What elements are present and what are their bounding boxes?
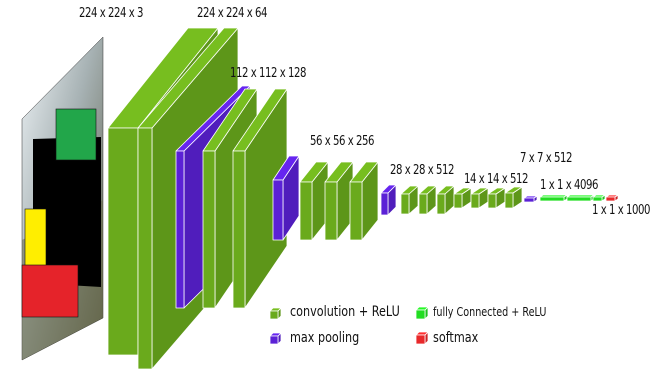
label-conv4-dims: 28 x 28 x 512 [390, 163, 454, 178]
pool5-block-front [523, 197, 535, 203]
conv5-2-block-front [470, 193, 480, 209]
label-conv1-dims: 224 x 224 x 64 [197, 6, 267, 21]
pool2-block-front [272, 179, 284, 241]
conv2-1-block-front [202, 150, 216, 309]
pool1-block-front [175, 150, 185, 309]
conv4-3-block-front [436, 193, 446, 215]
label-conv2-dims: 112 x 112 x 128 [230, 66, 306, 81]
legend-softmax-label: softmax [433, 330, 479, 346]
legend-fc-cube [415, 306, 429, 320]
fc1-block-front [539, 196, 565, 202]
conv2-2-block-front [232, 150, 246, 309]
fc1-block [539, 194, 568, 202]
conv3-2-block-front [324, 181, 338, 241]
legend-fc-cube-front [415, 309, 426, 320]
pool3-block [380, 184, 397, 216]
label-input-dims: 224 x 224 x 3 [79, 6, 143, 21]
conv3-3-block-front [349, 181, 363, 241]
conv4-2-block-front [418, 193, 428, 215]
legend-conv-label: convolution + ReLU [290, 304, 400, 320]
conv3-1-block [299, 161, 329, 241]
label-fc-dims: 1 x 1 x 4096 [540, 178, 598, 193]
conv1-2-block-front [137, 127, 153, 370]
conv5-1-block-front [453, 193, 463, 209]
conv3-1-block-front [299, 181, 313, 241]
legend-pool-label: max pooling [290, 330, 360, 346]
legend-pool-cube [269, 332, 282, 345]
pool3-block-front [380, 192, 389, 216]
conv5-4-block-front [504, 192, 514, 209]
label-conv3-dims: 56 x 56 x 256 [310, 134, 374, 149]
softmax-block-front [605, 196, 616, 202]
legend-pool-cube-front [269, 335, 279, 345]
conv5-3-block [487, 187, 506, 209]
label-pool5-dims: 7 x 7 x 512 [520, 151, 573, 166]
legend-cubes [269, 306, 429, 345]
label-conv5-dims: 14 x 14 x 512 [464, 172, 528, 187]
conv4-2-block [418, 185, 437, 215]
layer-blocks [107, 27, 619, 370]
conv5-4-block [504, 186, 523, 209]
softmax-block [605, 194, 619, 202]
red-patch [21, 264, 79, 318]
conv4-1-block [400, 185, 419, 215]
fc2-block-front [566, 196, 592, 202]
legend-softmax-cube-front [415, 334, 426, 345]
fc3-block-front [592, 196, 603, 202]
legend-conv-cube-front [269, 310, 279, 320]
legend-softmax-cube [415, 331, 429, 345]
input-image [21, 36, 104, 361]
pool5-block [523, 195, 538, 203]
conv2-2-block [232, 88, 288, 309]
pool2-block [272, 155, 300, 241]
fc2-block [566, 194, 595, 202]
conv3-2-block [324, 161, 354, 241]
conv5-2-block [470, 187, 489, 209]
conv4-1-block-front [400, 193, 410, 215]
green-patch [55, 108, 97, 161]
legend-conv-cube [269, 307, 282, 320]
yellow-patch [24, 208, 47, 268]
fc3-block [592, 194, 606, 202]
conv1-1-block-front [107, 127, 139, 356]
conv3-3-block [349, 161, 379, 241]
label-softmax-dims: 1 x 1 x 1000 [592, 203, 650, 218]
conv5-3-block-front [487, 193, 497, 209]
legend-fc-label: fully Connected + ReLU [433, 305, 547, 319]
conv5-1-block [453, 187, 472, 209]
conv4-3-block [436, 185, 455, 215]
black-region [33, 137, 101, 287]
